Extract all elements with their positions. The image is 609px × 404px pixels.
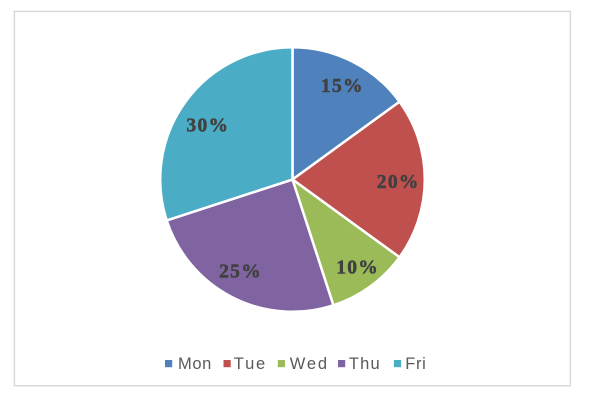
svg-text:Fri: Fri: [405, 355, 426, 373]
svg-text:Tue: Tue: [234, 355, 267, 373]
svg-text:Wed: Wed: [290, 355, 329, 373]
svg-text:Mon: Mon: [178, 355, 212, 373]
svg-text:30%: 30%: [186, 115, 229, 136]
svg-text:Thu: Thu: [349, 355, 381, 373]
svg-text:20%: 20%: [377, 172, 420, 193]
svg-text:10%: 10%: [336, 257, 379, 278]
svg-text:25%: 25%: [219, 262, 262, 283]
svg-text:15%: 15%: [321, 76, 364, 97]
